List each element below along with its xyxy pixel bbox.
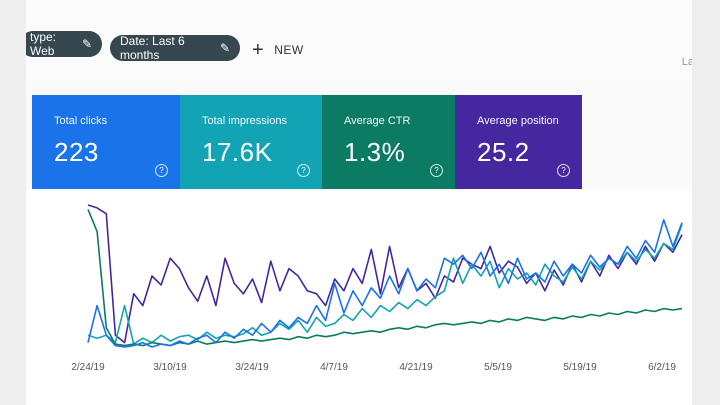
metric-card-total-clicks[interactable]: Total clicks 223 ? (32, 95, 180, 189)
plus-icon: + (252, 39, 265, 61)
metric-value: 17.6K (202, 137, 273, 167)
line-chart: 2/24/19 3/10/19 3/24/19 4/7/19 4/21/19 5/5/19… (71, 204, 683, 373)
performance-chart: 2/24/19 3/10/19 3/24/19 4/7/19 4/21/19 5/5/19… (26, 190, 692, 405)
filter-toolbar: type: Web ✎ Date: Last 6 months ✎ + NEW … (26, 0, 692, 83)
series-line-1 (87, 223, 683, 345)
x-tick-label: 6/2/19 (648, 362, 676, 373)
help-icon[interactable]: ? (430, 164, 443, 177)
type-filter-label: type: Web (30, 30, 57, 58)
new-filter-button[interactable]: + NEW (252, 38, 304, 62)
series-line-2 (87, 209, 683, 347)
metric-value: 25.2 (477, 137, 530, 167)
browser-viewport: type: Web ✎ Date: Last 6 months ✎ + NEW … (26, 0, 692, 405)
type-filter-chip[interactable]: type: Web ✎ (26, 30, 102, 58)
x-tick-label: 5/19/19 (563, 362, 597, 373)
help-icon[interactable]: ? (155, 164, 168, 177)
edit-pencil-icon[interactable]: ✎ (219, 41, 230, 55)
metric-value: 223 (54, 137, 99, 167)
help-icon[interactable]: ? (297, 164, 310, 177)
metric-label: Total impressions (202, 115, 287, 127)
metric-card-average-ctr[interactable]: Average CTR 1.3% ? (322, 95, 455, 189)
metric-label: Average CTR (344, 115, 411, 127)
series-line-0 (87, 204, 683, 344)
metric-label: Average position (477, 115, 559, 127)
edit-pencil-icon[interactable]: ✎ (81, 37, 92, 51)
x-tick-label: 4/7/19 (320, 362, 348, 373)
series-line-3 (87, 218, 683, 348)
performance-panel: Total clicks 223 ? Total impressions 17.… (26, 82, 692, 405)
x-tick-label: 5/5/19 (484, 362, 512, 373)
new-filter-label: NEW (274, 43, 304, 57)
metric-label: Total clicks (54, 115, 108, 127)
x-tick-label: 4/21/19 (399, 362, 433, 373)
date-filter-label: Date: Last 6 months (120, 34, 185, 62)
x-tick-label: 3/24/19 (235, 362, 269, 373)
help-icon[interactable]: ? (557, 164, 570, 177)
metric-card-total-impressions[interactable]: Total impressions 17.6K ? (180, 95, 322, 189)
x-tick-label: 3/10/19 (153, 362, 187, 373)
toolbar-edge-text: La (681, 56, 692, 68)
metric-value: 1.3% (344, 137, 406, 167)
metric-card-average-position[interactable]: Average position 25.2 ? (455, 95, 582, 189)
x-tick-label: 2/24/19 (71, 362, 105, 373)
date-filter-chip[interactable]: Date: Last 6 months ✎ (110, 34, 240, 62)
